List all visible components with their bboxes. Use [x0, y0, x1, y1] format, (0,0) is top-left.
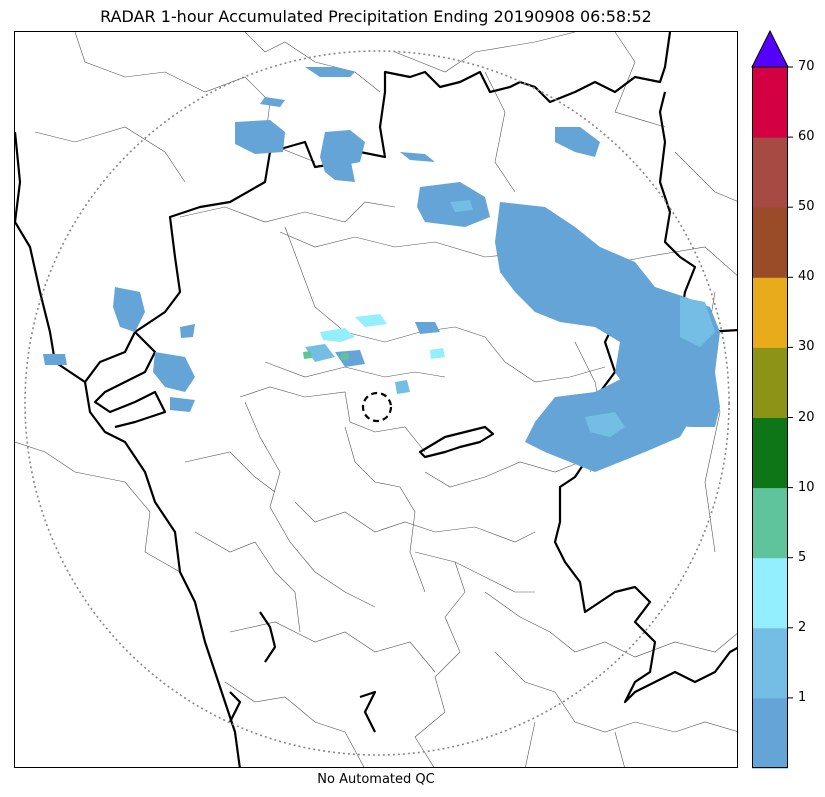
colorbar-segment [752, 67, 788, 138]
colorbar-segment [752, 137, 788, 208]
colorbar-tick-label: 40 [798, 269, 815, 285]
radar-site-marker [361, 391, 393, 423]
colorbar-segment [752, 697, 788, 769]
colorbar-segment [752, 277, 788, 348]
colorbar-tick-label: 60 [798, 129, 815, 145]
colorbar-segment [752, 487, 788, 559]
colorbar-segment [752, 557, 788, 629]
colorbar-tick-label: 10 [798, 479, 815, 495]
colorbar [751, 29, 793, 769]
colorbar-tick-label: 20 [798, 409, 815, 425]
colorbar-segment [752, 207, 788, 278]
radar-map-canvas [15, 32, 737, 767]
map-title: RADAR 1-hour Accumulated Precipitation E… [100, 7, 652, 26]
colorbar-tick-label: 70 [798, 59, 815, 74]
radar-range-ring [24, 50, 730, 756]
colorbar-segment [752, 627, 788, 699]
colorbar-outline [752, 66, 788, 768]
state-boundaries [15, 32, 737, 767]
colorbar-tick-label: 50 [798, 199, 815, 215]
precipitation-echoes [43, 67, 720, 472]
colorbar-tick-label: 1 [798, 689, 807, 705]
radar-map[interactable] [14, 31, 738, 768]
colorbar-tick-label: 30 [798, 339, 815, 355]
colorbar-tick-label: 2 [798, 619, 807, 635]
colorbar-tick-label: 5 [798, 549, 807, 565]
qc-status-label: No Automated QC [317, 772, 435, 787]
colorbar-segment [752, 347, 788, 418]
colorbar-extend-triangle [751, 29, 789, 68]
colorbar-segment [752, 417, 788, 489]
colorbar-canvas [751, 29, 793, 769]
